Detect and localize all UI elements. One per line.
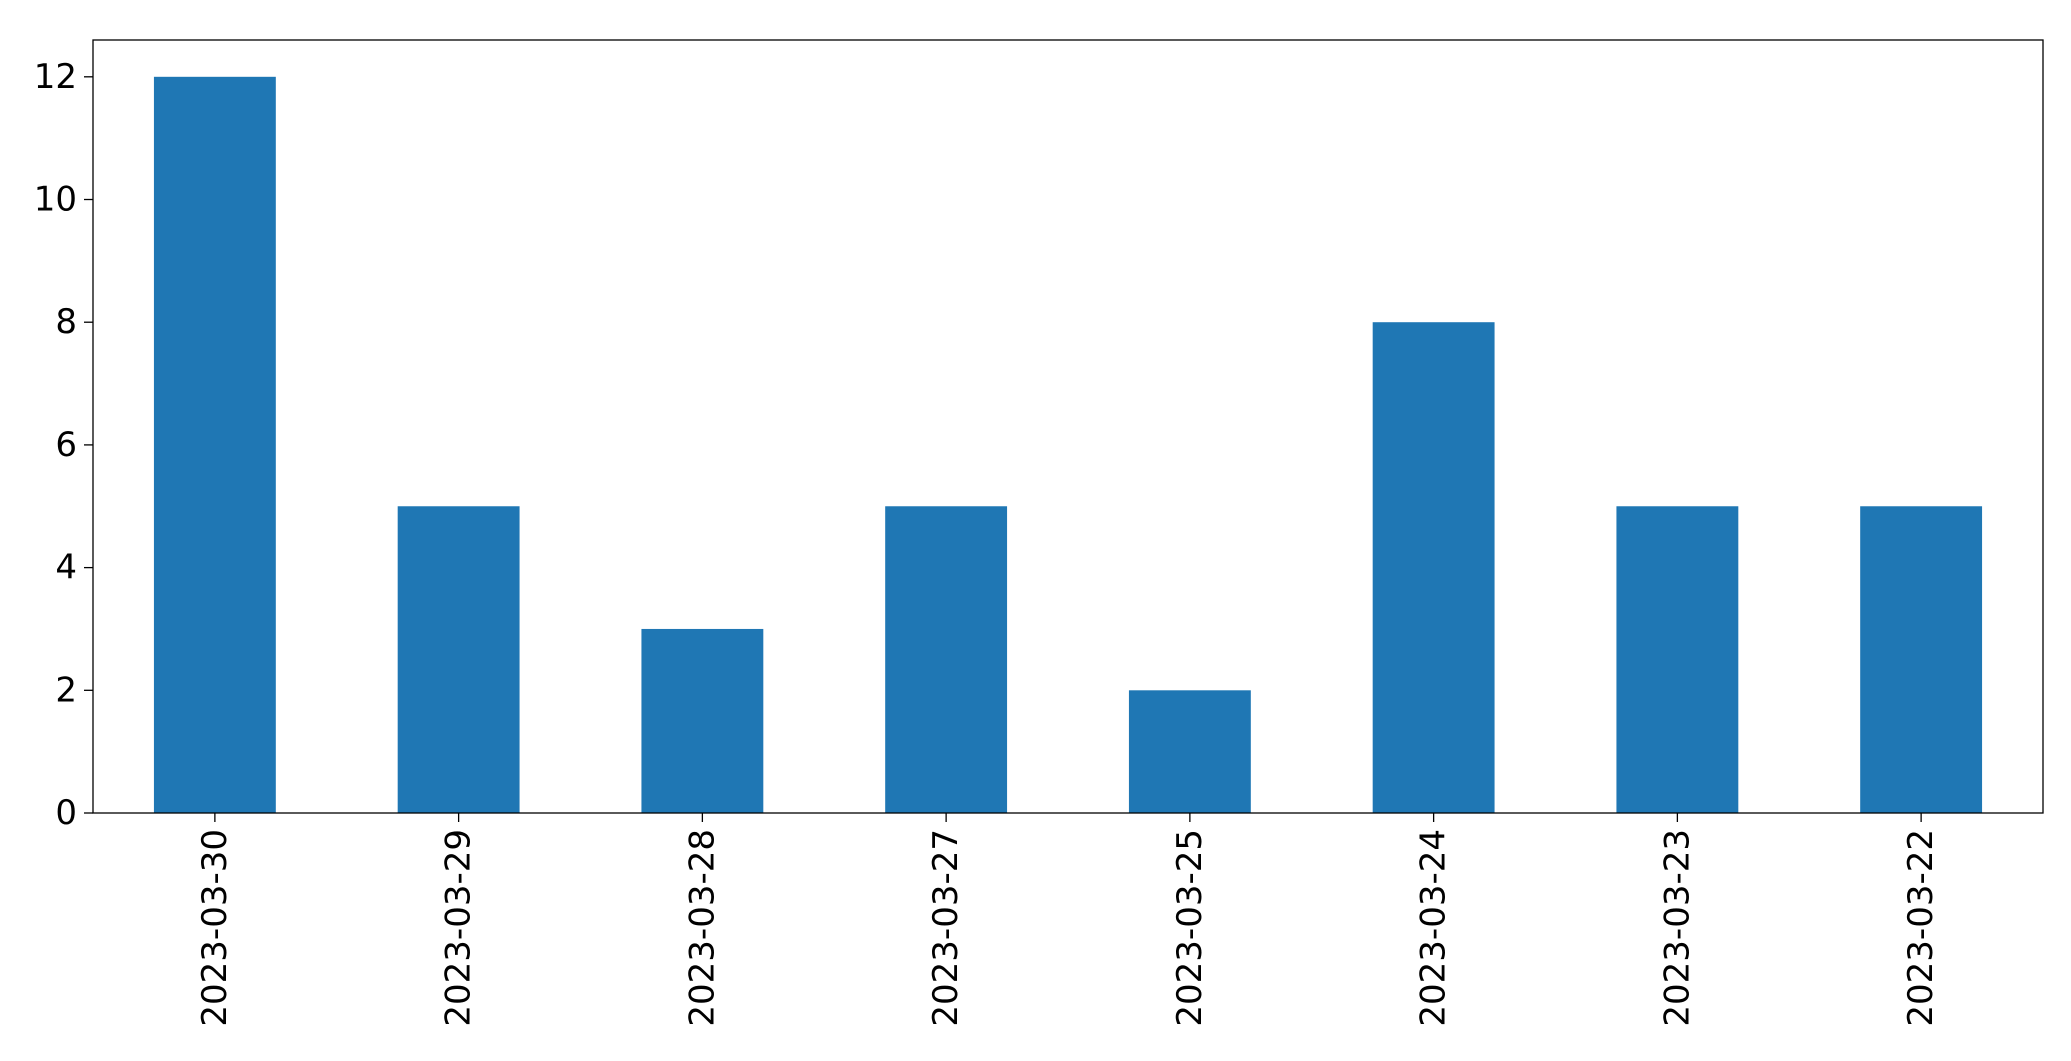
y-tick-label: 4 bbox=[55, 548, 77, 588]
bar-2023-03-28 bbox=[641, 628, 764, 813]
bar-2023-03-30 bbox=[153, 76, 276, 814]
x-tick-label: 2023-03-29 bbox=[439, 829, 479, 1027]
bar-2023-03-24 bbox=[1372, 322, 1495, 813]
y-tick-label: 6 bbox=[55, 425, 77, 465]
bar-2023-03-23 bbox=[1616, 506, 1739, 813]
bar-2023-03-29 bbox=[397, 506, 520, 813]
x-tick-label: 2023-03-25 bbox=[1170, 829, 1210, 1027]
bar-2023-03-22 bbox=[1860, 506, 1983, 813]
x-tick-label: 2023-03-30 bbox=[195, 829, 235, 1027]
y-tick-label: 12 bbox=[34, 57, 77, 97]
y-axis-ticks: 0 2 4 6 8 10 12 bbox=[34, 57, 93, 833]
x-tick-label: 2023-03-24 bbox=[1414, 829, 1454, 1027]
y-tick-label: 10 bbox=[34, 180, 77, 220]
x-tick-label: 2023-03-27 bbox=[926, 829, 966, 1027]
plot-frame bbox=[92, 39, 2044, 814]
y-tick-label: 2 bbox=[55, 670, 77, 710]
x-tick-label: 2023-03-23 bbox=[1657, 829, 1697, 1027]
bar-2023-03-25 bbox=[1128, 690, 1251, 813]
x-tick-label: 2023-03-28 bbox=[682, 829, 722, 1027]
y-tick-label: 8 bbox=[55, 302, 77, 342]
x-tick-label: 2023-03-22 bbox=[1901, 829, 1941, 1027]
bars-group bbox=[153, 76, 1983, 814]
bar-2023-03-27 bbox=[885, 506, 1008, 813]
y-tick-label: 0 bbox=[55, 793, 77, 833]
x-axis-ticks: 2023-03-30 2023-03-29 2023-03-28 2023-03-27… bbox=[195, 813, 1941, 1027]
